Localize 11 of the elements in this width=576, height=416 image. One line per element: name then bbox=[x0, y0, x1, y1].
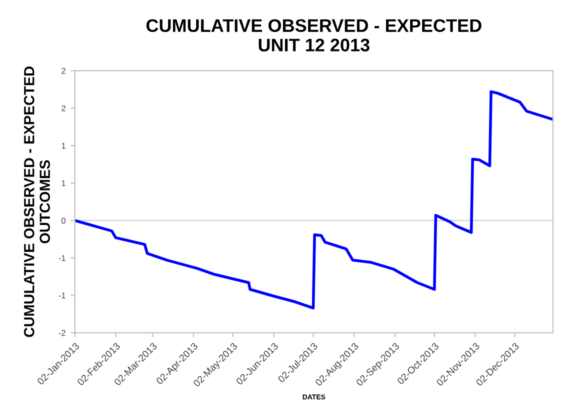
line-series bbox=[74, 90, 553, 310]
y-tick-label: -1 bbox=[58, 255, 66, 261]
y-tick-label: -2 bbox=[58, 330, 66, 336]
y-axis-title: CUMULATIVE OBSERVED - EXPECTED OUTCOMES bbox=[24, 66, 50, 338]
y-tick-label: 2 bbox=[62, 68, 66, 74]
y-tick-label: 2 bbox=[62, 105, 66, 112]
y-tick-label: -1 bbox=[58, 292, 66, 298]
chart-title: CUMULATIVE OBSERVED - EXPECTED UNIT 12 2013 bbox=[146, 19, 482, 52]
y-tick-label: 1 bbox=[62, 142, 66, 149]
y-tick-label: 1 bbox=[62, 180, 66, 186]
y-tick-label: 0 bbox=[62, 218, 66, 224]
